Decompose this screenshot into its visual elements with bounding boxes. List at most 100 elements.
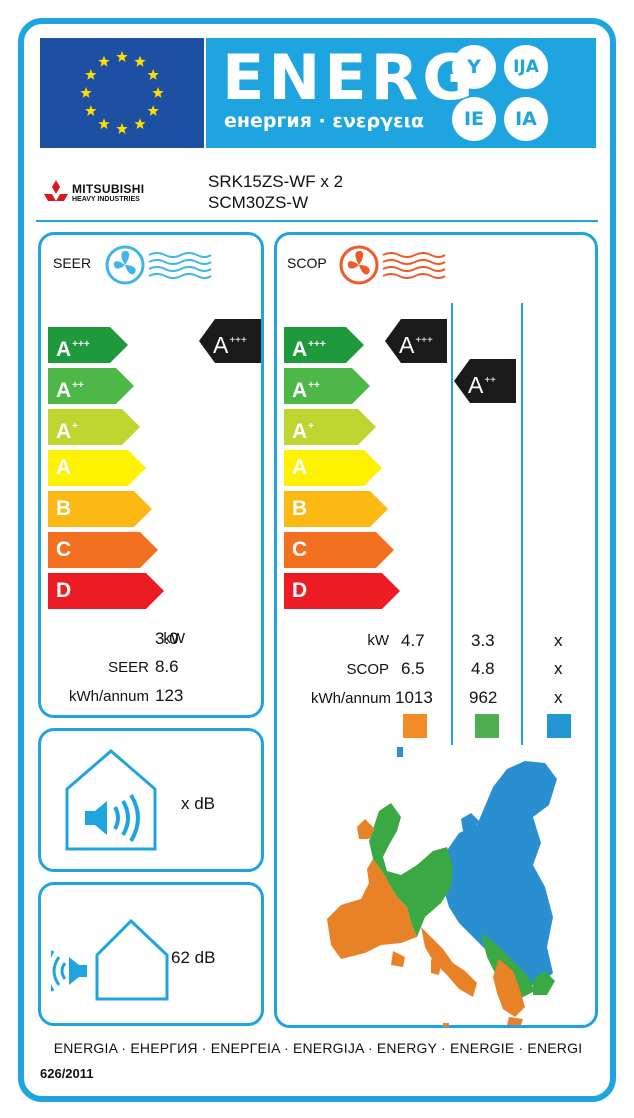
colder-power-value: x: [554, 631, 563, 650]
eu-star-icon: [116, 123, 128, 134]
language-suffix-y: Y: [452, 45, 496, 89]
cooling-consumption-label: kWh/annum: [68, 688, 149, 705]
mitsubishi-diamonds-icon: [44, 180, 68, 201]
column-divider: [451, 303, 453, 745]
energy-banner: ENERG енергия · ενεργεια Y IJA IE IA: [206, 38, 596, 148]
eu-star-icon: [134, 118, 146, 129]
efficiency-class-bar: C: [48, 532, 158, 568]
efficiency-class-label: D: [292, 579, 308, 602]
efficiency-class-label: A+: [292, 420, 315, 443]
eu-star-icon: [116, 51, 128, 62]
eu-star-icon: [85, 105, 97, 116]
eu-star-icon: [152, 87, 164, 98]
indoor-model: SCM30ZS-W: [208, 193, 309, 212]
column-divider: [521, 303, 523, 745]
outdoor-noise-panel: 62 dB: [38, 882, 264, 1026]
heating-panel: SCOP A+++ A++ A+ A B C D A+++ A++ kW SCOP kWh/a…: [274, 232, 598, 1028]
efficiency-class-bar: A+: [284, 409, 376, 445]
efficiency-class-label: A++: [292, 379, 320, 402]
efficiency-class-bar: A++: [284, 368, 370, 404]
brand-subname: HEAVY INDUSTRIES: [72, 196, 140, 203]
efficiency-class-bar: D: [284, 573, 400, 609]
indoor-noise-panel: x dB: [38, 728, 264, 872]
outdoor-speaker-icon: [51, 918, 169, 1001]
efficiency-class-bar: A: [284, 450, 382, 486]
efficiency-class-bar: A+++: [48, 327, 128, 363]
efficiency-class-bar: A++: [48, 368, 134, 404]
efficiency-class-bar: A+: [48, 409, 140, 445]
footer-languages: ENERGIA · ЕНЕРГИЯ · ΕΝΕΡΓΕΙΑ · ENERGIJA …: [53, 1040, 583, 1056]
warmer-consumption-value: 1013: [395, 688, 433, 707]
average-consumption-value: 962: [469, 688, 498, 707]
outdoor-model: SRK15ZS-WF x 2: [208, 172, 344, 191]
efficiency-class-bar: D: [48, 573, 164, 609]
eu-star-icon: [147, 105, 159, 116]
efficiency-class-label: C: [292, 538, 308, 561]
colder-scop-value: x: [554, 659, 563, 678]
energy-title: ENERG: [222, 41, 478, 114]
warmer-zone-swatch: [403, 714, 427, 738]
average-power-value: 3.3: [471, 631, 495, 650]
scop-label: SCOP: [346, 661, 389, 678]
rating-arrow: A++: [454, 359, 516, 403]
eu-stars-icon: [80, 51, 164, 134]
seer-label: SEER: [108, 659, 149, 676]
efficiency-class-label: C: [56, 538, 72, 561]
efficiency-class-bar: C: [284, 532, 394, 568]
rating-arrow: A+++: [199, 319, 261, 363]
efficiency-class-label: A: [292, 456, 308, 479]
europe-climate-map-icon: [327, 747, 557, 1027]
average-zone-swatch: [475, 714, 499, 738]
eu-star-icon: [147, 69, 159, 80]
eu-star-icon: [98, 118, 110, 129]
heating-power-label: kW: [367, 632, 389, 649]
rating-label: A++: [468, 372, 497, 398]
colder-consumption-value: x: [554, 688, 563, 707]
efficiency-class-label: A: [56, 456, 72, 479]
language-suffix-ija: IJA: [504, 45, 548, 89]
energy-subtitle: енергия · ενεργεια: [224, 110, 425, 132]
efficiency-class-bar: B: [48, 491, 152, 527]
efficiency-class-bar: B: [284, 491, 388, 527]
efficiency-class-label: A++: [56, 379, 84, 402]
seer-title: SEER: [53, 255, 92, 271]
cooling-panel: SEER A+++ A++ A+ A B C D A+++ kW 3.0 SEER 8.6 …: [38, 232, 264, 718]
outdoor-noise-value: 62 dB: [171, 948, 216, 967]
rating-label: A+++: [213, 332, 247, 358]
brand-name: MITSUBISHI: [72, 182, 145, 196]
rating-arrow: A+++: [385, 319, 447, 363]
average-scop-value: 4.8: [471, 659, 495, 678]
warmer-scop-value: 6.5: [401, 659, 425, 678]
house-speaker-icon: [65, 749, 157, 851]
regulation-number: 626/2011: [40, 1066, 94, 1081]
efficiency-class-label: A+: [56, 420, 79, 443]
cooling-power-value: 3.0: [155, 629, 179, 648]
heating-consumption-label: kWh/annum: [310, 690, 391, 707]
cooling-power-label: kW: [163, 630, 185, 647]
efficiency-class-label: B: [292, 497, 308, 520]
language-suffix-ie: IE: [452, 97, 496, 141]
indoor-noise-value: x dB: [181, 794, 216, 813]
efficiency-class-label: B: [56, 497, 72, 520]
colder-zone-swatch: [547, 714, 571, 738]
eu-flag: [40, 38, 204, 148]
efficiency-class-label: A+++: [292, 338, 326, 361]
language-suffix-ia: IA: [504, 97, 548, 141]
eu-star-icon: [98, 55, 110, 67]
heating-fan-icon: [339, 245, 446, 285]
scop-title: SCOP: [287, 255, 327, 271]
cooling-consumption-value: 123: [155, 686, 184, 705]
header-divider: [36, 220, 598, 222]
cooling-fan-icon: [105, 245, 212, 285]
efficiency-class-bar: A: [48, 450, 146, 486]
eu-star-icon: [85, 69, 97, 80]
warmer-power-value: 4.7: [401, 631, 425, 650]
efficiency-class-label: D: [56, 579, 72, 602]
eu-star-icon: [80, 87, 92, 98]
rating-label: A+++: [399, 332, 433, 358]
brand-logo: MITSUBISHI HEAVY INDUSTRIES: [40, 176, 190, 210]
efficiency-class-label: A+++: [56, 338, 90, 361]
eu-star-icon: [134, 55, 146, 67]
efficiency-class-bar: A+++: [284, 327, 364, 363]
seer-value: 8.6: [155, 657, 179, 676]
